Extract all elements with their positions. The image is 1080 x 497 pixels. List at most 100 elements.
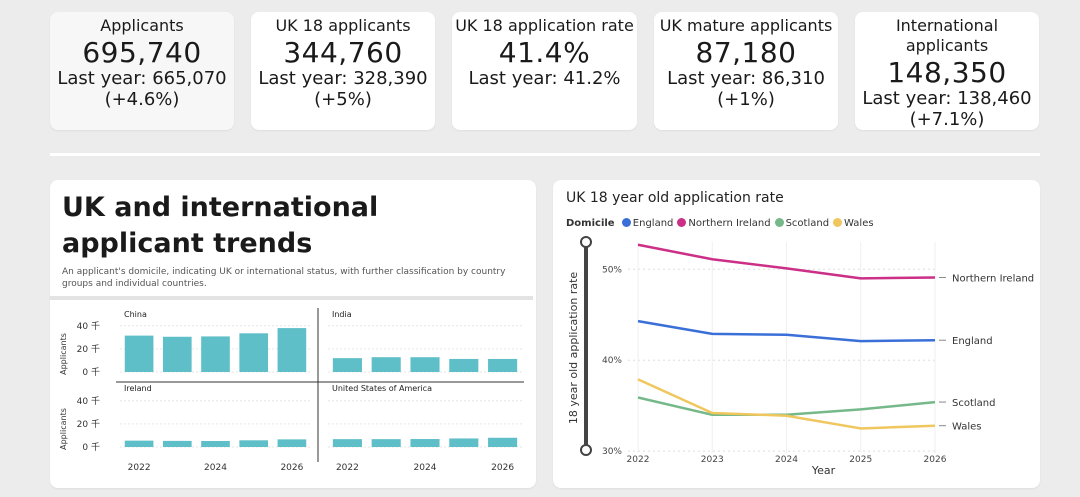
kpi-last-year: Last year: 665,070 <box>57 68 227 89</box>
legend-dot-icon <box>677 218 687 227</box>
legend-label: Wales <box>844 218 874 229</box>
kpi-card-international[interactable]: International applicants 148,350 Last ye… <box>855 12 1039 130</box>
bar-china-2022 <box>124 335 154 372</box>
x-tick-label: 2026 <box>924 455 947 465</box>
bar-united-states-of-america-2022 <box>332 439 362 447</box>
y-tick-label: 40 千 <box>77 396 100 407</box>
bar-china-2023 <box>162 336 192 372</box>
x-tick-label: 2024 <box>775 455 798 465</box>
bar-ireland-2025 <box>239 440 269 447</box>
line-series-england <box>637 319 936 343</box>
kpi-title: International applicants <box>895 16 999 55</box>
applicant-trends-card: UK and international applicant trends An… <box>50 180 536 488</box>
kpi-last-year: Last year: 86,310 <box>667 68 825 89</box>
rate-chart-legend: Domicile England Northern Ireland Scotland… <box>566 218 878 229</box>
legend-label: England <box>632 218 674 229</box>
bar-china-2025 <box>239 333 269 372</box>
bar-india-2023 <box>371 357 401 372</box>
y-tick-label: 20 千 <box>77 344 100 355</box>
legend-dot-icon <box>774 218 784 227</box>
bar-ireland-2022 <box>124 440 154 447</box>
y-axis-label: Applicants <box>59 333 68 375</box>
kpi-value: 344,760 <box>283 36 403 69</box>
x-tick-label: 2022 <box>336 463 359 473</box>
end-label-scotland: Scotland <box>952 398 995 409</box>
kpi-change: (+7.1%) <box>909 109 985 130</box>
legend-title: Domicile <box>566 218 615 229</box>
kpi-last-year: Last year: 328,390 <box>258 68 428 89</box>
application-rate-line-chart[interactable]: 30% 40% 50% 18 year old application rate 202… <box>553 180 1040 488</box>
bar-united-states-of-america-2025 <box>449 438 479 447</box>
kpi-card-uk18-rate[interactable]: UK 18 application rate 41.4% Last year: … <box>452 12 637 130</box>
kpi-card-uk18-applicants[interactable]: UK 18 applicants 344,760 Last year: 328,… <box>251 12 435 130</box>
zoom-slider-handle-bottom[interactable] <box>580 444 592 456</box>
end-label-wales: Wales <box>952 422 982 433</box>
small-multiples-bar-chart[interactable]: China 0 千 20 千 40 千 Applicants India Ireland 0 … <box>50 300 536 488</box>
section-divider <box>50 153 1040 156</box>
y-axis-label: Applicants <box>59 408 68 450</box>
kpi-change: (+4.6%) <box>104 89 180 110</box>
x-tick-label: 2025 <box>849 455 872 465</box>
legend-item-wales[interactable]: Wales <box>833 218 874 229</box>
kpi-title: Applicants <box>100 16 184 35</box>
kpi-value: 148,350 <box>887 56 1007 89</box>
end-label-england: England <box>952 336 993 347</box>
x-tick-label: 2026 <box>491 463 514 473</box>
kpi-title: UK 18 applicants <box>275 16 411 35</box>
line-series-northern-ireland <box>637 243 936 280</box>
y-tick-label: 20 千 <box>77 419 100 430</box>
bar-india-2024 <box>410 357 440 372</box>
x-axis-label: Year <box>811 464 836 477</box>
application-rate-card: 30% 40% 50% 18 year old application rate 202… <box>553 180 1040 488</box>
line-series-wales <box>637 378 936 430</box>
kpi-change: (+1%) <box>717 89 775 110</box>
bar-china-2024 <box>201 336 230 372</box>
end-label-northern-ireland: Northern Ireland <box>952 273 1034 284</box>
legend-item-england[interactable]: England <box>621 218 674 229</box>
trends-description: An applicant's domicile, indicating UK o… <box>62 267 506 289</box>
y-tick-label: 0 千 <box>82 442 100 453</box>
bar-ireland-2024 <box>201 440 230 447</box>
facet-label: Ireland <box>124 384 152 393</box>
x-tick-label: 2026 <box>280 463 303 473</box>
bar-india-2022 <box>332 358 362 372</box>
bar-india-2025 <box>449 358 479 372</box>
legend-item-northern-ireland[interactable]: Northern Ireland <box>677 218 771 229</box>
kpi-value: 695,740 <box>82 36 202 69</box>
x-tick-label: 2024 <box>414 463 437 473</box>
trends-title-rule <box>50 296 533 300</box>
trends-title: UK and international applicant trends <box>62 192 379 259</box>
legend-label: Scotland <box>785 218 830 229</box>
kpi-value: 41.4% <box>498 36 591 69</box>
kpi-value: 87,180 <box>695 36 797 69</box>
bar-ireland-2023 <box>162 440 192 447</box>
bar-ireland-2026 <box>277 439 307 447</box>
kpi-title: UK 18 application rate <box>455 16 634 35</box>
kpi-last-year: Last year: 138,460 <box>862 88 1032 109</box>
y-tick-label: 40 千 <box>77 321 100 332</box>
facet-label: China <box>124 310 147 319</box>
kpi-change: (+5%) <box>314 89 372 110</box>
kpi-card-uk-mature[interactable]: UK mature applicants 87,180 Last year: 8… <box>654 12 838 130</box>
x-tick-label: 2022 <box>128 463 151 473</box>
facet-label: United States of America <box>332 384 432 393</box>
y-axis-label: 18 year old application rate <box>567 272 580 425</box>
bar-united-states-of-america-2023 <box>371 439 401 447</box>
x-tick-label: 2023 <box>701 455 724 465</box>
bar-india-2026 <box>488 358 518 372</box>
y-tick-label: 30% <box>602 447 622 457</box>
y-tick-label: 0 千 <box>82 367 100 378</box>
kpi-last-year: Last year: 41.2% <box>468 68 621 89</box>
legend-dot-icon <box>621 218 631 227</box>
x-tick-label: 2022 <box>627 455 650 465</box>
zoom-slider-handle-top[interactable] <box>580 236 592 248</box>
bar-united-states-of-america-2024 <box>410 439 440 447</box>
rate-chart-title: UK 18 year old application rate <box>566 190 784 206</box>
legend-item-scotland[interactable]: Scotland <box>774 218 830 229</box>
legend-dot-icon <box>833 218 843 227</box>
x-tick-label: 2024 <box>204 463 227 473</box>
kpi-card-applicants[interactable]: Applicants 695,740 Last year: 665,070 (+… <box>50 12 234 130</box>
legend-label: Northern Ireland <box>688 218 771 229</box>
bar-united-states-of-america-2026 <box>488 437 518 447</box>
facet-label: India <box>332 310 352 319</box>
